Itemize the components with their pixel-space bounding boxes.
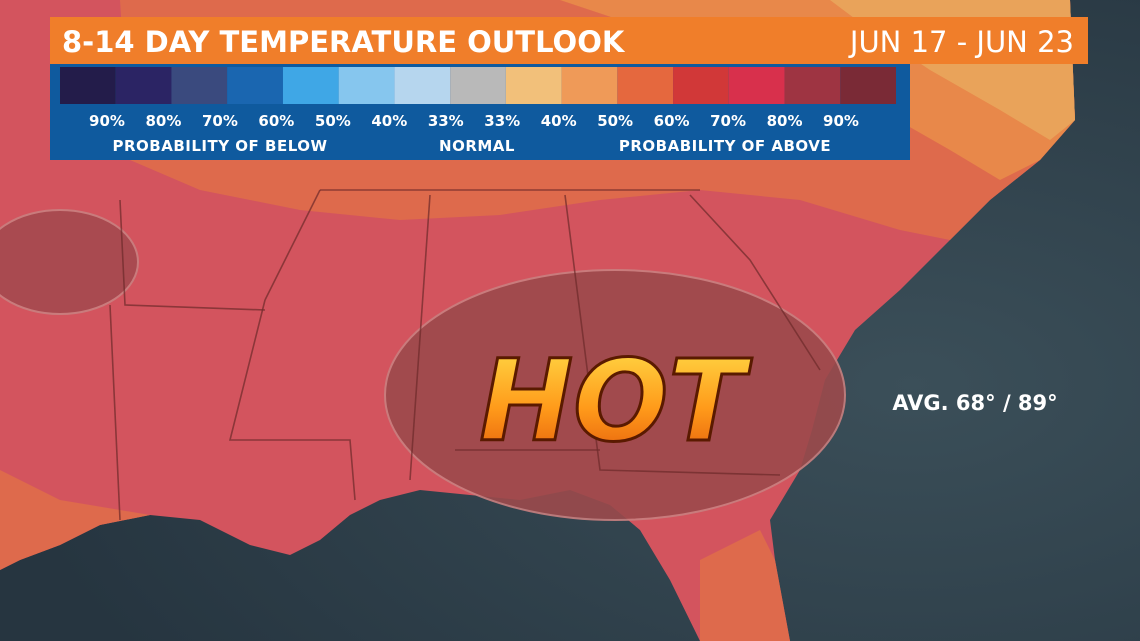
legend-group: NORMAL [439, 137, 515, 155]
legend-swatch [171, 67, 228, 104]
legend-swatch [450, 67, 506, 104]
legend: 90% 80% 70% 60% 50% 40% 33% 33% 40% 50% 60% 70% 80% 9… [60, 67, 896, 155]
title: 8-14 DAY TEMPERATURE OUTLOOK [62, 25, 626, 59]
band-60-west [0, 470, 150, 570]
title-bar [50, 17, 1088, 64]
state-lines [109, 189, 821, 521]
legend-label: 80% [767, 112, 803, 130]
legend-label: 70% [710, 112, 746, 130]
legend-label: 40% [371, 112, 407, 130]
legend-swatch [561, 67, 618, 104]
legend-label: 70% [202, 112, 238, 130]
legend-label: 90% [89, 112, 125, 130]
zone-80 [384, 269, 846, 521]
legend-label: 50% [315, 112, 351, 130]
legend-swatch [282, 67, 339, 104]
dates: JUN 17 - JUN 23 [848, 25, 1074, 59]
legend-group: PROBABILITY OF ABOVE [619, 137, 831, 155]
legend-swatch [338, 67, 395, 104]
average-temps: AVG. 68° / 89° [892, 391, 1057, 415]
legend-swatch [673, 67, 729, 104]
legend-swatch [115, 67, 172, 104]
legend-swatch [784, 67, 841, 104]
legend-swatch [617, 67, 674, 104]
legend-group: PROBABILITY OF BELOW [112, 137, 327, 155]
band-60-florida [700, 530, 790, 641]
legend-swatch [505, 67, 562, 104]
legend-label: 80% [146, 112, 182, 130]
legend-swatch [394, 67, 451, 104]
legend-swatch [227, 67, 283, 104]
legend-swatch [60, 67, 116, 104]
legend-label: 33% [428, 112, 464, 130]
headline: HOT [479, 337, 752, 467]
legend-label: 60% [258, 112, 294, 130]
legend-label: 40% [541, 112, 577, 130]
legend-label: 90% [823, 112, 859, 130]
legend-swatch [728, 67, 785, 104]
legend-swatch [840, 67, 896, 104]
zone-80-west [0, 209, 139, 315]
legend-label: 60% [654, 112, 690, 130]
legend-label: 33% [484, 112, 520, 130]
legend-label: 50% [597, 112, 633, 130]
